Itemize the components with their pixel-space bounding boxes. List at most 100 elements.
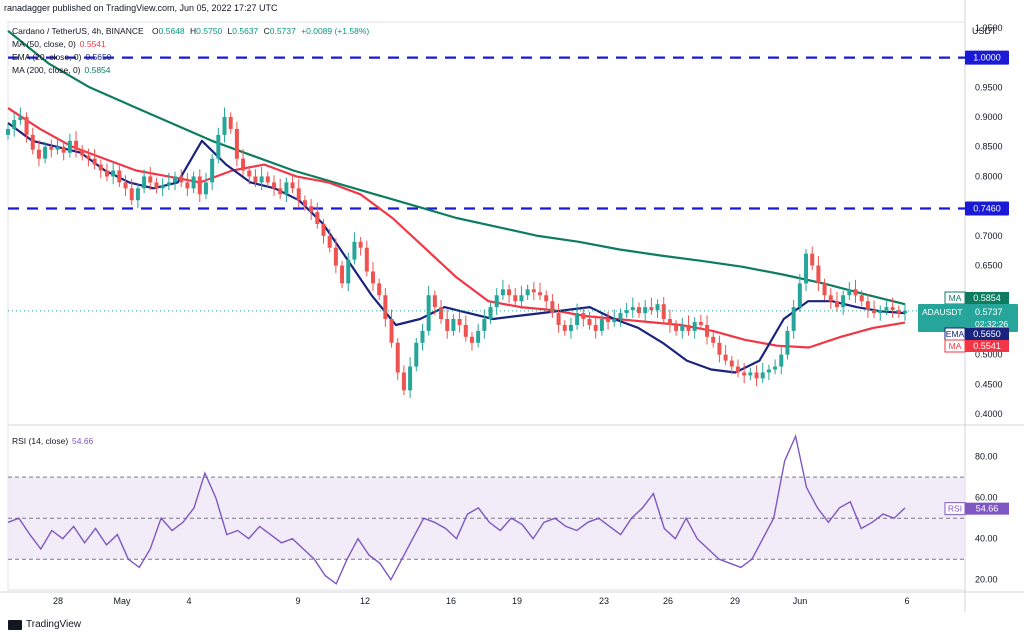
price-tick-label: 0.9000: [975, 112, 1003, 122]
candle-body: [785, 330, 790, 355]
candle-body: [191, 176, 196, 189]
rsi-tag-bg: [965, 502, 1009, 515]
candle-body: [12, 120, 17, 129]
candle-body: [451, 319, 456, 331]
price-tick-label: 1.0500: [975, 23, 1003, 33]
candle-body: [154, 182, 159, 189]
candle-body: [692, 321, 697, 331]
candle-body: [74, 140, 79, 150]
candle-body: [760, 372, 765, 379]
candle-body: [135, 188, 140, 201]
candle-body: [587, 319, 592, 325]
level-tag-label: 1.0000: [973, 53, 1001, 63]
candle-body: [544, 295, 549, 302]
candle-body: [810, 253, 815, 266]
candle-body: [674, 324, 679, 331]
candle-body: [321, 223, 326, 236]
candle-body: [804, 253, 809, 284]
candle-body: [352, 241, 357, 260]
candle-body: [847, 289, 852, 296]
candle-body: [30, 134, 35, 150]
candle-body: [494, 295, 499, 308]
candle-body: [377, 283, 382, 296]
candle-body: [408, 366, 413, 391]
candle-body: [661, 304, 666, 320]
candle-body: [593, 324, 598, 331]
candle-body: [878, 310, 883, 314]
candle-body: [550, 301, 555, 314]
time-tick-label: 19: [512, 596, 522, 606]
candle-body: [896, 310, 901, 314]
time-tick-label: 28: [53, 596, 63, 606]
price-tick-label: 0.4500: [975, 379, 1003, 389]
ema20-legend[interactable]: EMA (20, close, 0) 0.5650: [12, 52, 112, 62]
candle-body: [228, 117, 233, 129]
published-note: ranadagger published on TradingView.com,…: [4, 3, 278, 13]
candle-body: [791, 307, 796, 331]
candle-body: [395, 342, 400, 373]
time-tick-label: 16: [446, 596, 456, 606]
candle-body: [173, 176, 178, 183]
symbol-legend[interactable]: Cardano / TetherUS, 4h, BINANCE O0.5648 …: [12, 26, 372, 36]
rsi-tag-name: RSI: [948, 504, 962, 514]
rsi-value-legend: 54.66: [72, 436, 94, 446]
candle-body: [581, 313, 586, 320]
candle-body: [773, 366, 778, 370]
candle-body: [884, 307, 889, 311]
price-tag-countdown: 02:32:26: [975, 319, 1008, 329]
candle-body: [556, 313, 561, 325]
candle-body: [723, 354, 728, 361]
candle-body: [729, 360, 734, 367]
symbol-title: Cardano / TetherUS, 4h, BINANCE: [12, 26, 144, 36]
candle-body: [643, 307, 648, 314]
candle-body: [383, 295, 388, 320]
time-tick-label: Jun: [793, 596, 808, 606]
candle-body: [210, 158, 215, 183]
candle-body: [67, 140, 72, 153]
candle-body: [469, 336, 474, 343]
candle-body: [655, 304, 660, 311]
candle-body: [18, 117, 23, 121]
candle-body: [779, 354, 784, 367]
ma200-legend[interactable]: MA (200, close, 0) 0.5854: [12, 65, 111, 75]
price-tag-value: 0.5541: [973, 341, 1001, 351]
candle-body: [432, 295, 437, 308]
candle-body: [327, 235, 332, 248]
candle-body: [606, 319, 611, 322]
candle-body: [278, 188, 283, 195]
candle-body: [241, 158, 246, 171]
candle-body: [439, 307, 444, 320]
price-tick-label: 0.5000: [975, 350, 1003, 360]
candle-body: [216, 134, 221, 159]
candle-body: [197, 176, 202, 195]
candle-body: [562, 324, 567, 331]
rsi-tick-label: 20.00: [975, 575, 998, 585]
candle-body: [160, 185, 165, 189]
price-tag-bg: [965, 292, 1009, 304]
ma50-line: [7, 107, 906, 349]
candle-body: [853, 289, 858, 296]
candle-body: [612, 319, 617, 322]
rsi-tick-label: 80.00: [975, 452, 998, 462]
candle-body: [401, 372, 406, 391]
candle-body: [61, 146, 66, 153]
candle-body: [531, 289, 536, 293]
candle-body: [55, 146, 60, 150]
price-tag-bg: [918, 304, 1018, 332]
candle-body: [575, 313, 580, 325]
candle-body: [142, 176, 147, 189]
rsi-tag-value: 54.66: [976, 504, 999, 514]
rsi-tick-label: 40.00: [975, 534, 998, 544]
candle-body: [265, 176, 270, 183]
candle-body: [111, 170, 116, 177]
candle-body: [6, 128, 10, 135]
candle-body: [457, 319, 462, 325]
candle-body: [148, 176, 153, 183]
ma50-legend[interactable]: MA (50, close, 0) 0.5541: [12, 39, 106, 49]
candle-body: [500, 289, 505, 296]
time-tick-label: May: [113, 596, 131, 606]
candle-body: [717, 342, 722, 355]
candle-body: [290, 182, 295, 189]
price-tag-bg: [965, 328, 1009, 340]
